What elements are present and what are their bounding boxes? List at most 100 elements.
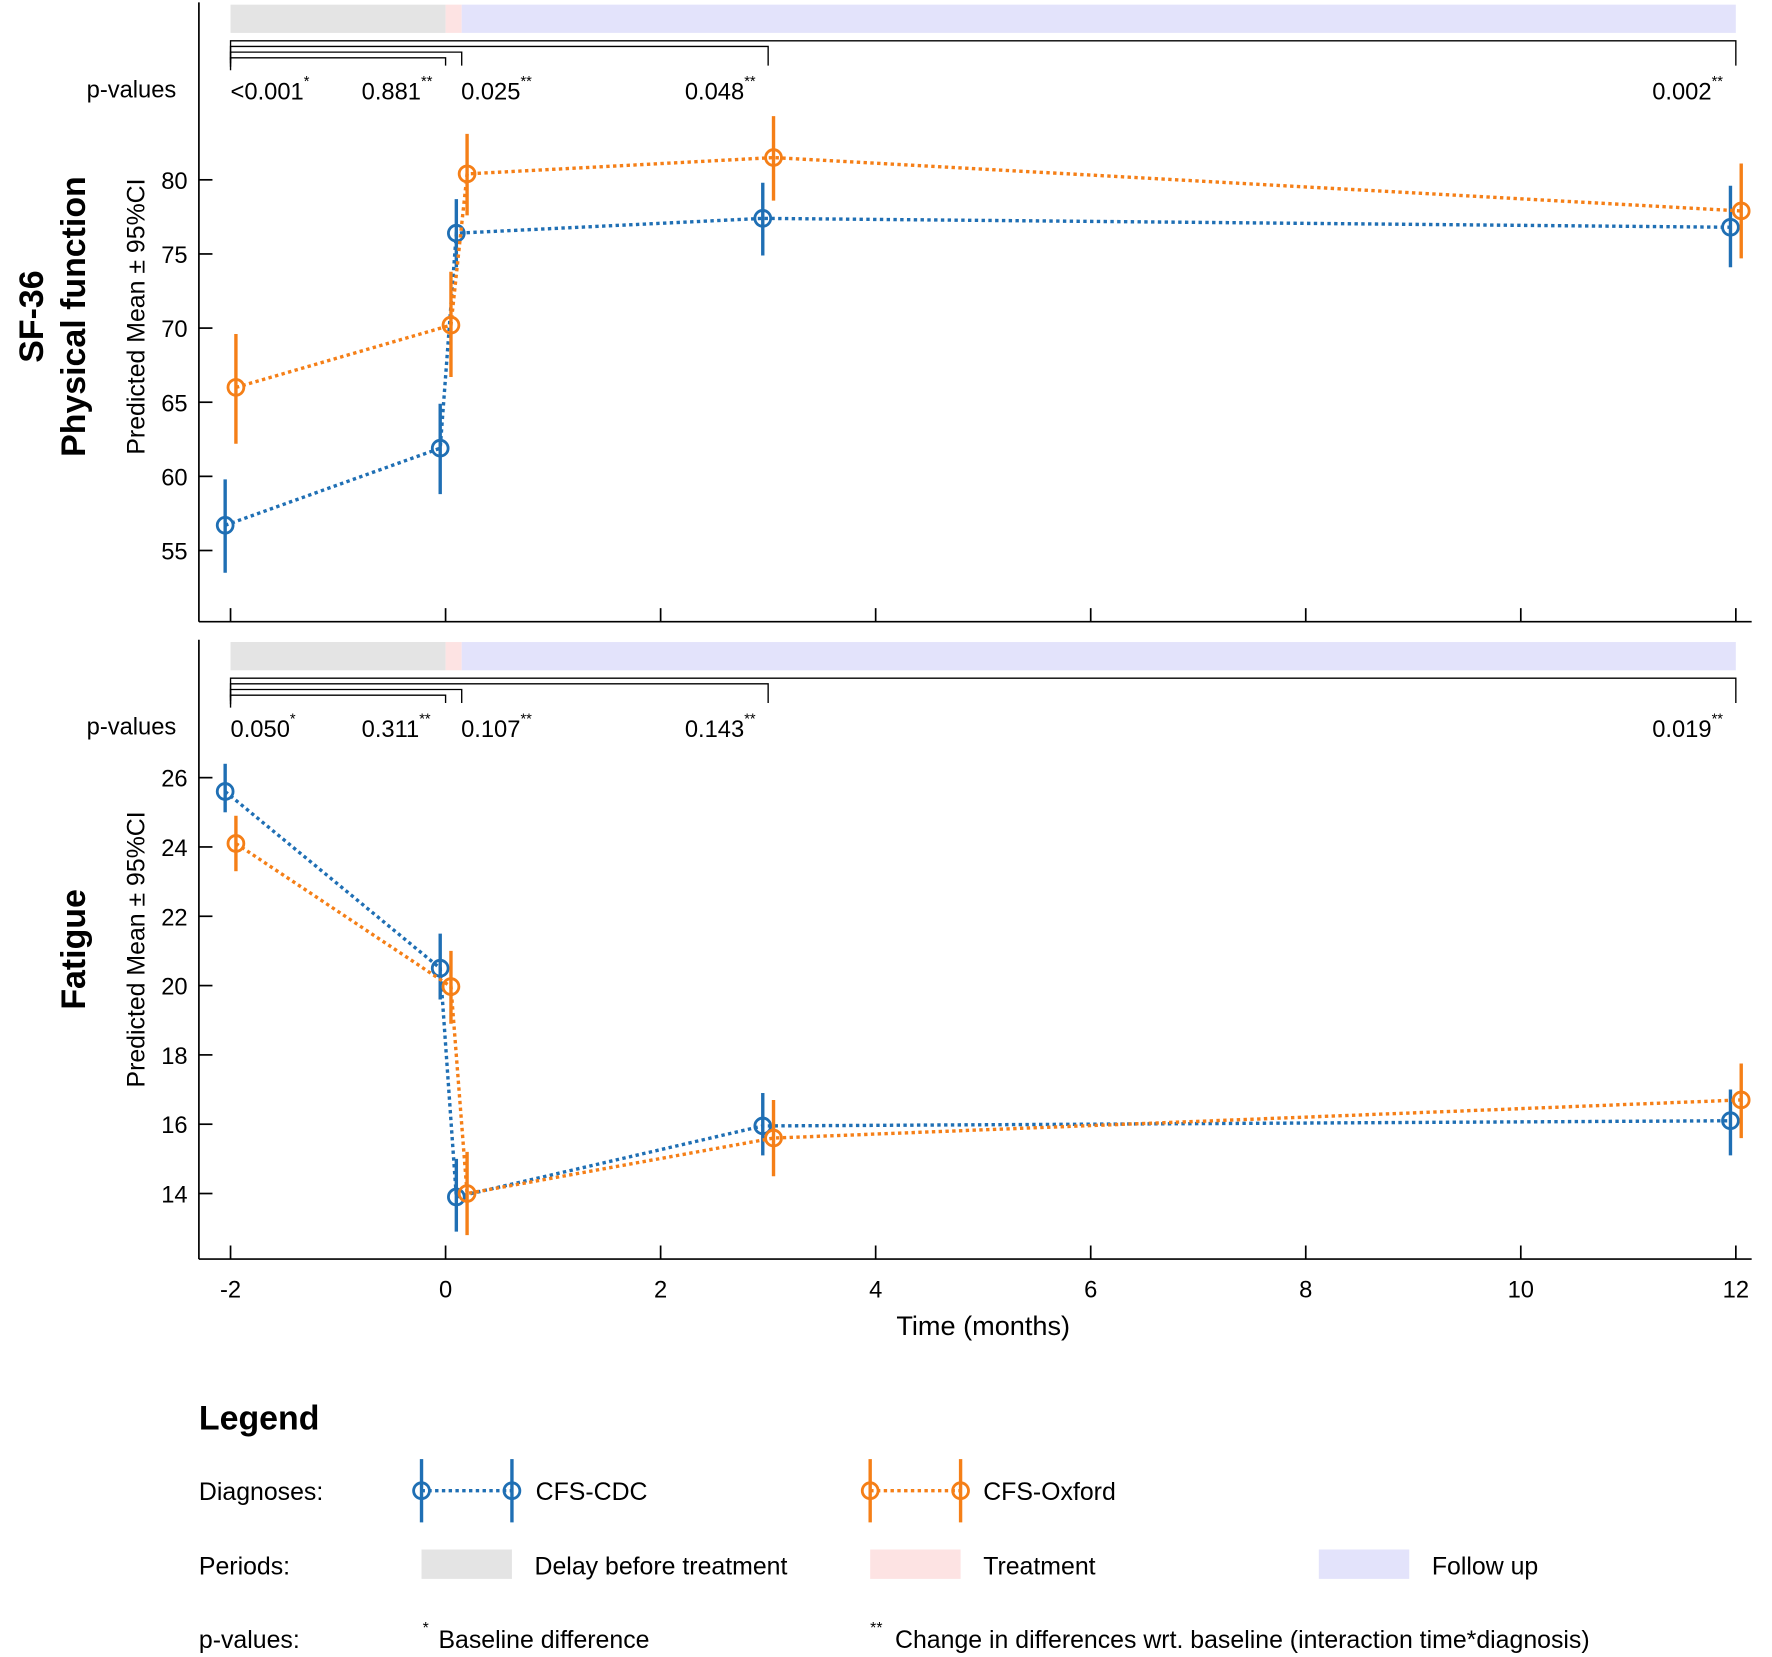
period-bar-delay-before-treatment bbox=[230, 642, 446, 671]
series-line bbox=[235, 155, 1742, 390]
legend-period-swatch bbox=[870, 1549, 961, 1579]
comparison-bracket bbox=[229, 51, 463, 67]
data-point bbox=[753, 209, 773, 228]
data-point bbox=[447, 1187, 466, 1207]
y-tick-label: 75 bbox=[161, 243, 187, 269]
x-tick-label: 0 bbox=[439, 1277, 452, 1303]
x-tick-label: 8 bbox=[1299, 1277, 1312, 1303]
data-point bbox=[215, 782, 235, 801]
p-value-label: 0.143** bbox=[685, 711, 756, 743]
series-cfs-cdc bbox=[215, 182, 1740, 573]
p-value-label: 0.019** bbox=[1652, 711, 1723, 743]
legend-period-label: Follow up bbox=[1432, 1552, 1538, 1580]
x-tick-label: 12 bbox=[1723, 1277, 1749, 1303]
data-point bbox=[753, 1116, 773, 1136]
legend-marker bbox=[860, 1481, 880, 1501]
series-cfs-oxford bbox=[226, 116, 1751, 444]
legend-double-star: ** bbox=[870, 1620, 882, 1637]
data-point bbox=[457, 1184, 477, 1203]
panel-subtitle: Fatigue bbox=[55, 889, 93, 1010]
y-tick-label: 65 bbox=[161, 391, 187, 417]
y-tick-label: 20 bbox=[161, 975, 187, 1001]
y-axis-label: Predicted Mean ± 95%CI bbox=[123, 178, 151, 454]
comparison-bracket bbox=[229, 694, 447, 708]
period-bar-treatment bbox=[445, 642, 462, 671]
legend-series-label: CFS-CDC bbox=[536, 1478, 648, 1506]
panel-1: 55 60 65 70 75 80 SF-36 Physical function Predic… bbox=[13, 2, 1752, 623]
y-tick-label: 26 bbox=[161, 767, 187, 793]
series-cfs-cdc bbox=[215, 763, 1740, 1232]
data-point bbox=[1721, 217, 1740, 237]
y-tick-label: 22 bbox=[161, 905, 187, 931]
legend-baseline-difference: Baseline difference bbox=[438, 1626, 649, 1654]
x-tick-label: -2 bbox=[220, 1277, 241, 1303]
p-value-label: 0.050* bbox=[231, 711, 296, 743]
comparison-bracket bbox=[229, 683, 769, 704]
series-line bbox=[224, 790, 1731, 1200]
y-tick-label: 80 bbox=[161, 169, 187, 195]
data-point bbox=[764, 1128, 783, 1148]
x-tick-label: 4 bbox=[869, 1277, 882, 1303]
data-point bbox=[215, 515, 235, 535]
x-tick-label: 10 bbox=[1508, 1277, 1534, 1303]
legend-marker bbox=[502, 1481, 522, 1501]
period-bar-delay-before-treatment bbox=[230, 4, 446, 33]
legend-series-label: CFS-Oxford bbox=[983, 1478, 1116, 1506]
data-point bbox=[1721, 1111, 1740, 1131]
y-tick-label: 60 bbox=[161, 465, 187, 491]
data-point bbox=[430, 438, 450, 458]
data-point bbox=[441, 977, 461, 996]
y-tick-label: 18 bbox=[161, 1044, 187, 1070]
data-point bbox=[764, 148, 783, 167]
x-tick-label: 2 bbox=[654, 1277, 667, 1303]
p-value-label: 0.107** bbox=[461, 711, 532, 743]
data-point bbox=[447, 223, 466, 243]
panel-subtitle: Physical function bbox=[55, 176, 93, 457]
x-axis-label: Time (months) bbox=[896, 1310, 1070, 1341]
y-tick-label: 16 bbox=[161, 1113, 187, 1139]
series-line bbox=[234, 842, 1742, 1196]
legend-diagnoses-label: Diagnoses: bbox=[199, 1478, 323, 1506]
y-tick-label: 55 bbox=[161, 540, 187, 566]
x-tick-label: 6 bbox=[1084, 1277, 1097, 1303]
data-point bbox=[1731, 1090, 1751, 1110]
series-cfs-oxford bbox=[226, 815, 1751, 1236]
data-point bbox=[1731, 201, 1751, 221]
y-tick-label: 14 bbox=[161, 1183, 187, 1209]
legend-marker bbox=[412, 1481, 431, 1501]
comparison-bracket bbox=[229, 40, 1737, 66]
period-bar-follow-up bbox=[461, 642, 1736, 671]
comparison-bracket bbox=[229, 688, 463, 705]
y-tick-label: 24 bbox=[161, 836, 187, 862]
p-values-label: p-values bbox=[87, 715, 177, 741]
p-value-label: 0.048** bbox=[685, 74, 756, 106]
period-bar-treatment bbox=[445, 4, 462, 33]
data-point bbox=[457, 164, 477, 184]
y-tick-label: 70 bbox=[161, 317, 187, 343]
data-point bbox=[226, 378, 246, 397]
legend-periods-label: Periods: bbox=[199, 1552, 290, 1580]
panel-title: SF-36 bbox=[13, 270, 51, 362]
y-axis-label: Predicted Mean ± 95%CI bbox=[123, 811, 151, 1087]
data-point bbox=[441, 315, 461, 335]
p-values-label: p-values bbox=[87, 77, 177, 103]
data-point bbox=[430, 958, 450, 978]
comparison-bracket bbox=[229, 677, 1737, 704]
legend-period-swatch bbox=[421, 1549, 512, 1579]
legend-period-swatch bbox=[1318, 1549, 1410, 1579]
data-point bbox=[226, 834, 246, 853]
p-value-label: 0.025** bbox=[461, 74, 532, 106]
legend-period-label: Treatment bbox=[983, 1552, 1095, 1580]
legend-title: Legend bbox=[199, 1400, 320, 1438]
legend-marker bbox=[951, 1481, 970, 1501]
period-bar-follow-up bbox=[461, 4, 1736, 33]
p-value-label: <0.001* bbox=[231, 74, 310, 106]
legend-pvalues-label: p-values: bbox=[199, 1626, 300, 1654]
legend-single-star: * bbox=[423, 1620, 429, 1637]
p-value-label: 0.311** bbox=[362, 711, 431, 743]
legend-period-label: Delay before treatment bbox=[535, 1552, 788, 1580]
p-value-label: 0.881** bbox=[362, 74, 433, 106]
comparison-bracket bbox=[229, 45, 769, 66]
